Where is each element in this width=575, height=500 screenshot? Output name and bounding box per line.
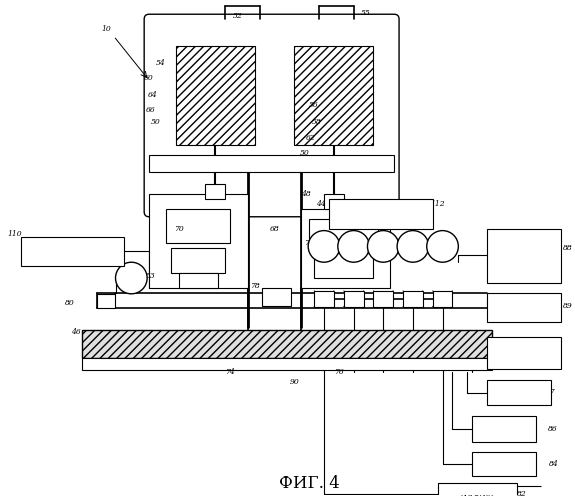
Bar xyxy=(472,416,536,442)
Bar xyxy=(344,291,363,306)
Text: 54: 54 xyxy=(156,58,166,66)
Text: КАУСТИК: КАУСТИК xyxy=(461,492,493,498)
FancyBboxPatch shape xyxy=(144,14,399,217)
Text: 68: 68 xyxy=(270,224,279,232)
Text: 76: 76 xyxy=(334,368,344,376)
Bar xyxy=(149,194,248,288)
Bar xyxy=(329,199,432,228)
Bar xyxy=(294,46,373,144)
Text: 78: 78 xyxy=(250,282,260,290)
Bar xyxy=(487,228,561,283)
Bar xyxy=(314,254,373,278)
Text: НАСОС: НАСОС xyxy=(511,304,536,310)
Bar xyxy=(301,209,390,288)
Bar xyxy=(262,288,292,306)
Bar xyxy=(438,482,517,500)
Circle shape xyxy=(308,230,340,262)
Text: C: C xyxy=(350,242,357,251)
Text: 90: 90 xyxy=(289,378,299,386)
Bar xyxy=(205,184,225,199)
Text: 88: 88 xyxy=(563,244,573,252)
Text: ВОДА: ВОДА xyxy=(493,460,514,467)
Bar xyxy=(179,273,218,288)
Text: B: B xyxy=(321,242,327,251)
Text: 87: 87 xyxy=(546,388,556,396)
Text: 112: 112 xyxy=(430,200,445,208)
Text: ФИГ. 4: ФИГ. 4 xyxy=(279,475,340,492)
Bar xyxy=(309,218,378,248)
Text: 89: 89 xyxy=(563,302,573,310)
Text: A: A xyxy=(128,274,135,282)
Text: 60: 60 xyxy=(144,74,154,82)
Text: 55: 55 xyxy=(361,9,370,17)
Text: 46: 46 xyxy=(71,328,81,336)
Text: 48: 48 xyxy=(301,190,311,198)
Bar xyxy=(82,358,492,370)
Text: 86: 86 xyxy=(549,425,558,433)
Text: 72: 72 xyxy=(304,240,314,248)
Bar xyxy=(403,291,423,306)
Text: 50: 50 xyxy=(300,148,309,156)
Bar xyxy=(97,294,114,308)
Bar xyxy=(432,291,453,306)
Bar xyxy=(487,293,561,322)
Text: 50: 50 xyxy=(151,118,161,126)
Circle shape xyxy=(367,230,399,262)
Text: ИСТОЧНИК CO₂: ИСТОЧНИК CO₂ xyxy=(352,211,408,217)
Text: 110: 110 xyxy=(7,230,22,237)
Bar xyxy=(149,154,394,172)
Text: 84: 84 xyxy=(549,460,559,468)
Bar xyxy=(472,452,536,475)
Circle shape xyxy=(116,262,147,294)
Text: ВОДЯНОЙ
ОХЛАДИ-
ТЕЛЬ: ВОДЯНОЙ ОХЛАДИ- ТЕЛЬ xyxy=(507,248,540,265)
Text: F: F xyxy=(439,242,446,251)
Text: ВОЗ-
ДУХ: ВОЗ- ДУХ xyxy=(496,424,512,434)
Bar xyxy=(82,330,492,358)
Text: 66: 66 xyxy=(146,106,156,114)
Text: 62: 62 xyxy=(306,134,316,141)
Bar xyxy=(487,380,551,406)
Text: ИСТОЧНИК CO₂: ИСТОЧНИК CO₂ xyxy=(44,248,99,254)
Text: 44: 44 xyxy=(316,200,326,208)
Text: ПАР: ПАР xyxy=(512,390,526,396)
Text: 53: 53 xyxy=(146,272,156,280)
Text: D: D xyxy=(380,242,387,251)
Text: 82: 82 xyxy=(517,490,527,498)
Text: 10: 10 xyxy=(102,25,112,33)
Text: 56: 56 xyxy=(309,101,319,109)
Bar xyxy=(487,338,561,369)
Circle shape xyxy=(338,230,369,262)
Bar xyxy=(171,248,225,273)
Text: 58: 58 xyxy=(312,118,322,126)
Text: 74: 74 xyxy=(225,368,235,376)
Circle shape xyxy=(427,230,458,262)
Text: ОБХОД
ДАВЛЕНИЯ: ОБХОД ДАВЛЕНИЯ xyxy=(505,348,542,358)
Bar xyxy=(324,194,344,209)
Bar xyxy=(373,291,393,306)
Bar xyxy=(21,236,124,266)
Bar xyxy=(166,209,230,244)
Bar xyxy=(176,46,255,144)
Bar xyxy=(314,291,334,306)
Circle shape xyxy=(397,230,429,262)
Text: E: E xyxy=(409,242,416,251)
Text: 70: 70 xyxy=(174,224,183,232)
Text: 80: 80 xyxy=(65,298,75,306)
Text: 64: 64 xyxy=(148,91,158,99)
Text: 52: 52 xyxy=(233,12,243,20)
